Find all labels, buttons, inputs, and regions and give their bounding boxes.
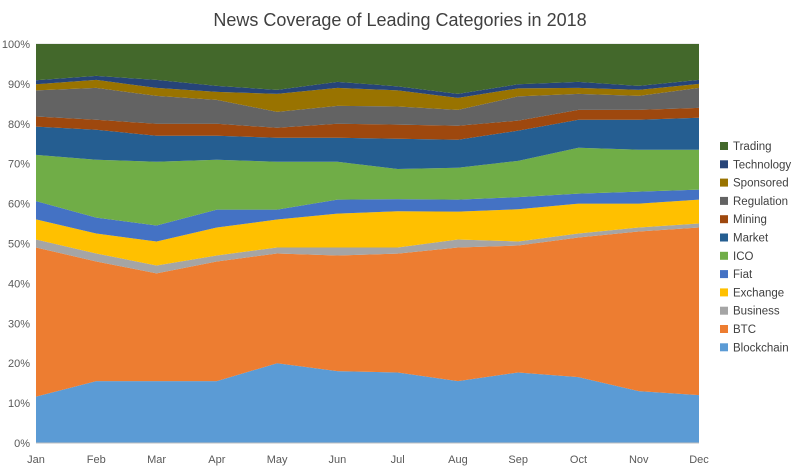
legend-swatch-regulation [720,196,728,205]
x-tick-label: Oct [570,454,587,466]
legend-swatch-business [720,306,728,315]
y-tick-label: 100% [2,39,30,51]
legend-swatch-mining [720,215,728,224]
legend-swatch-fiat [720,270,728,279]
legend-label-ico: ICO [733,251,754,263]
legend: Trading Technology Sponsored Regulation Mini… [720,141,791,354]
legend-label-market: Market [733,233,769,245]
chart-title: News Coverage of Leading Categories in 2… [213,10,586,30]
area-business [36,223,699,274]
area-ico [36,147,699,226]
legend-label-fiat: Fiat [733,269,753,281]
area-regulation [36,87,699,128]
area-blockchain [36,363,699,443]
legend-label-btc: BTC [733,324,756,336]
legend-swatch-blockchain [720,343,728,352]
y-tick-label: 80% [8,119,30,131]
y-tick-label: 40% [8,278,30,290]
area-sponsored [36,79,699,112]
legend-swatch-trading [720,142,728,150]
legend-swatch-ico [720,251,728,260]
area-btc [36,227,699,397]
area-exchange [36,199,699,266]
x-tick-label: Mar [147,454,166,466]
x-tick-label: May [267,454,288,466]
y-tick-label: 0% [14,438,30,450]
area-mining [36,107,699,140]
legend-label-sponsored: Sponsored [733,178,789,190]
legend-label-trading: Trading [733,141,772,153]
y-tick-label: 60% [8,199,30,211]
area-technology [36,75,699,98]
legend-swatch-exchange [720,288,728,297]
area-trading [36,44,699,94]
area-fiat [36,189,699,242]
x-tick-label: Jan [27,454,45,466]
y-tick-label: 50% [8,239,30,251]
area-series-group [36,44,699,443]
legend-label-blockchain: Blockchain [733,342,789,354]
y-tick-label: 30% [8,318,30,330]
x-tick-label: Jun [328,454,346,466]
area-market [36,117,699,169]
x-tick-label: Aug [448,454,468,466]
legend-label-mining: Mining [733,214,767,226]
x-tick-label: Jul [391,454,405,466]
legend-label-regulation: Regulation [733,196,788,208]
legend-swatch-market [720,233,728,242]
x-tick-label: Apr [208,454,225,466]
legend-swatch-technology [720,160,728,169]
x-tick-label: Dec [689,454,709,466]
y-tick-label: 70% [8,159,30,171]
legend-label-exchange: Exchange [733,287,784,299]
x-tick-label: Feb [87,454,106,466]
legend-swatch-sponsored [720,178,728,187]
legend-label-business: Business [733,306,780,318]
axes: 0% 10% 20% 30% 40% 50% 60% 70% 80% 90% 100% Jan Feb M… [2,39,709,466]
x-tick-label: Sep [508,454,528,466]
y-tick-label: 20% [8,358,30,370]
y-tick-label: 10% [8,398,30,410]
x-tick-label: Nov [629,454,649,466]
legend-label-technology: Technology [733,159,791,171]
y-tick-label: 90% [8,79,30,91]
legend-swatch-btc [720,325,728,333]
